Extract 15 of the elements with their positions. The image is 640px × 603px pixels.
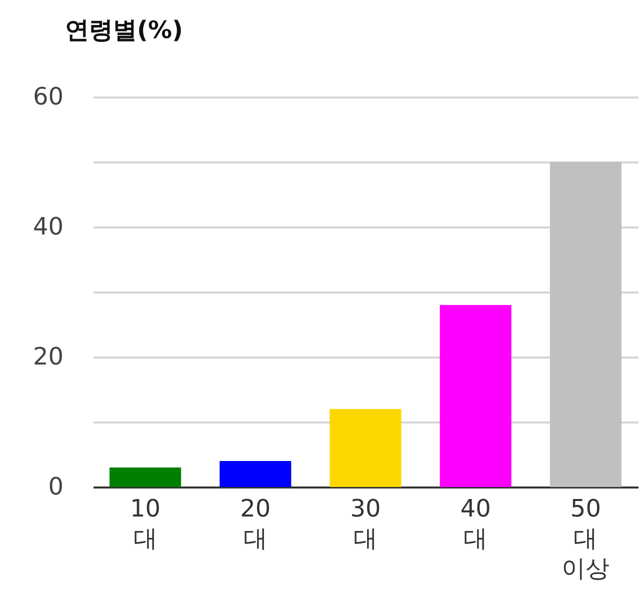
x-tick-label: 10대 [130,494,161,552]
bar [550,162,622,487]
y-tick-label: 20 [32,342,64,370]
bar [220,461,292,487]
x-tick-label: 50대 이상 [562,494,610,582]
y-tick-label: 40 [32,212,64,240]
bar [440,305,512,487]
x-tick-label: 30대 [350,494,381,552]
x-tick-label: 20대 [240,494,271,552]
y-tick-label: 60 [32,82,64,110]
y-tick-label: 0 [48,472,64,500]
bar [330,409,402,487]
x-tick-label: 40대 [460,494,491,552]
bar [110,468,182,487]
chart-title: 연령별(%) [65,16,183,44]
